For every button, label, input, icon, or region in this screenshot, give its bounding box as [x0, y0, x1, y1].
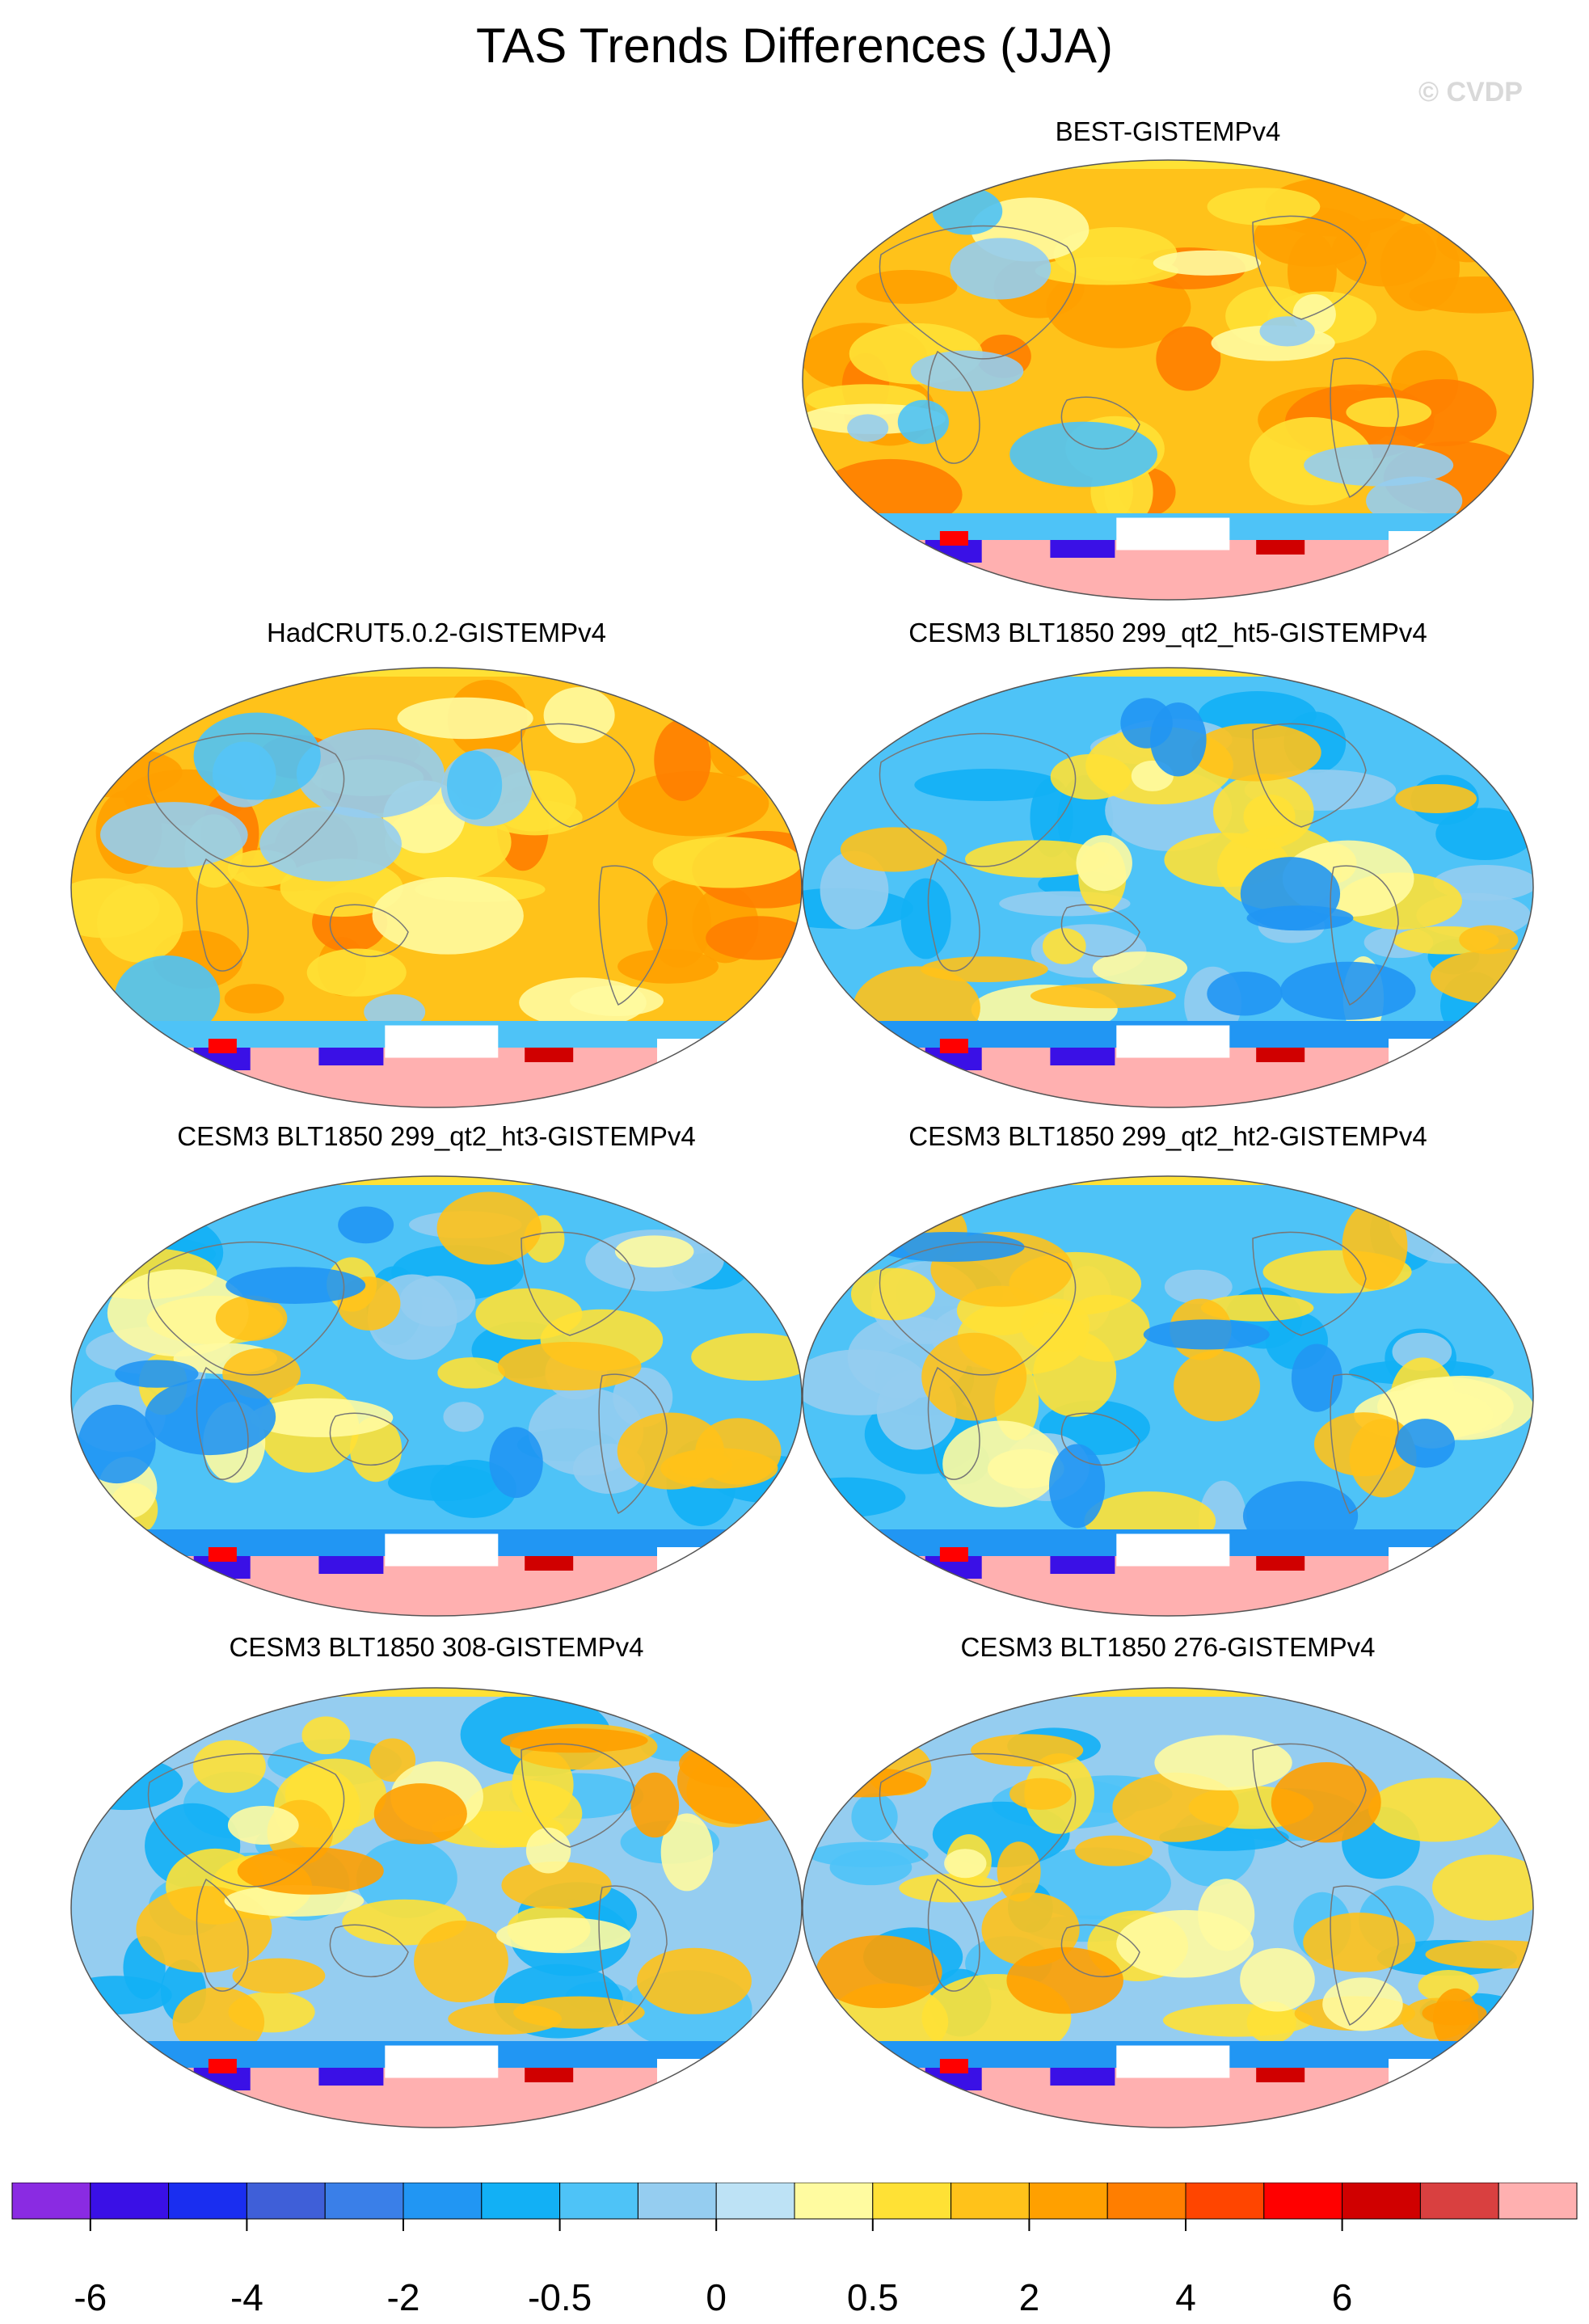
panel-title: CESM3 BLT1850 299_qt2_ht5-GISTEMPv4 — [908, 618, 1427, 647]
map-panel — [70, 667, 803, 1108]
colorbar-swatch — [1106, 2183, 1186, 2220]
colorbar-swatch — [403, 2183, 483, 2220]
colorbar-swatch — [1263, 2183, 1343, 2220]
panel-title: CESM3 BLT1850 276-GISTEMPv4 — [960, 1632, 1376, 1662]
colorbar-tick-label: 6 — [1331, 2276, 1353, 2318]
colorbar-swatch — [1028, 2183, 1108, 2220]
map-panel — [802, 1687, 1534, 2128]
figure-title: TAS Trends Differences (JJA) — [475, 19, 1114, 73]
colorbar-tick-label: 0.5 — [846, 2276, 899, 2318]
colorbar-tick-label: -2 — [386, 2276, 420, 2318]
colorbar-swatch — [715, 2183, 795, 2220]
colorbar-swatch — [168, 2183, 247, 2220]
colorbar-swatch — [950, 2183, 1030, 2220]
colorbar-swatch — [794, 2183, 874, 2220]
colorbar-tick-label: 0 — [706, 2276, 727, 2318]
panel-title: BEST-GISTEMPv4 — [1055, 116, 1281, 146]
colorbar-swatch — [90, 2183, 170, 2220]
panel-title: HadCRUT5.0.2-GISTEMPv4 — [267, 618, 606, 647]
colorbar-swatch — [1419, 2183, 1499, 2220]
colorbar-swatch — [481, 2183, 561, 2220]
colorbar-tick-label: 4 — [1175, 2276, 1196, 2318]
panel-title: CESM3 BLT1850 299_qt2_ht2-GISTEMPv4 — [908, 1121, 1427, 1151]
map-panel — [802, 159, 1534, 601]
colorbar-swatch — [1342, 2183, 1421, 2220]
colorbar-swatch — [637, 2183, 717, 2220]
map-panel — [70, 1175, 803, 1617]
map-panel — [802, 667, 1534, 1108]
cvdp-watermark: © CVDP — [1418, 77, 1523, 108]
colorbar-swatch — [324, 2183, 404, 2220]
colorbar-tick-label: 2 — [1018, 2276, 1040, 2318]
map-panel — [802, 1175, 1534, 1617]
colorbar-swatch — [246, 2183, 326, 2220]
panel-title: CESM3 BLT1850 299_qt2_ht3-GISTEMPv4 — [177, 1121, 696, 1151]
colorbar-tick-label: -0.5 — [527, 2276, 592, 2318]
colorbar-swatch — [1185, 2183, 1265, 2220]
colorbar-swatch — [11, 2183, 91, 2220]
colorbar-swatch — [559, 2183, 639, 2220]
colorbar-swatch — [1498, 2183, 1578, 2220]
colorbar — [11, 2183, 1578, 2231]
panel-title: CESM3 BLT1850 308-GISTEMPv4 — [229, 1632, 644, 1662]
colorbar-tick-label: -4 — [230, 2276, 263, 2318]
map-panel — [70, 1687, 803, 2128]
colorbar-tick-label: -6 — [74, 2276, 107, 2318]
colorbar-swatch — [872, 2183, 952, 2220]
